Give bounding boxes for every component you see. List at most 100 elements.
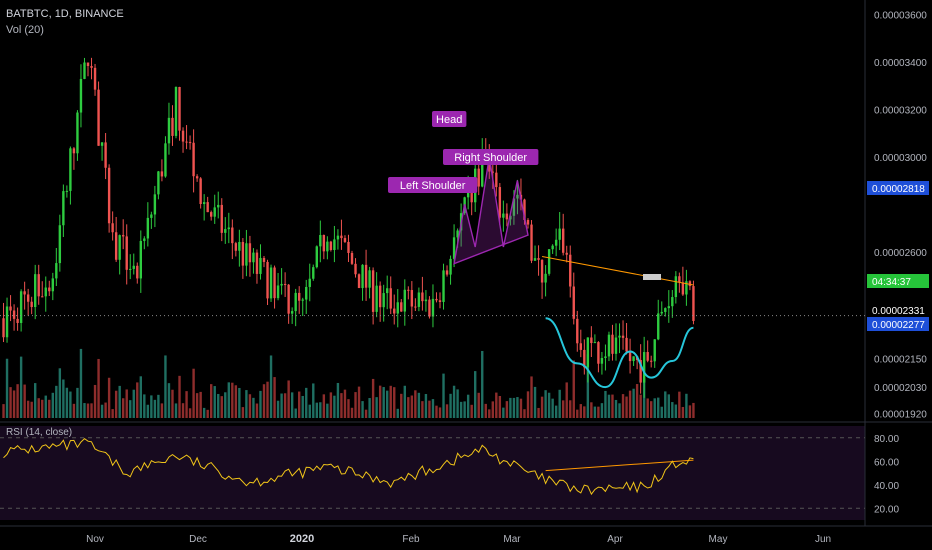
candle-body: [86, 62, 90, 66]
volume-bar: [635, 384, 639, 418]
volume-bar: [442, 373, 445, 418]
volume-bar: [255, 403, 259, 418]
volume-bar: [350, 407, 354, 418]
left-shoulder-label[interactable]: Left Shoulder: [388, 177, 478, 193]
volume-bar: [51, 392, 54, 418]
volume-bar: [41, 399, 44, 418]
volume-legend[interactable]: Vol (20): [6, 24, 44, 36]
volume-bar: [69, 391, 72, 418]
volume-bar: [150, 395, 153, 418]
time-tick: Apr: [607, 534, 623, 545]
candle-body: [393, 308, 396, 314]
rsi-trendline[interactable]: [545, 459, 694, 472]
candle-body: [252, 252, 255, 263]
volume-bar: [614, 399, 618, 418]
volume-bar: [674, 404, 678, 418]
volume-bar: [410, 395, 414, 418]
volume-bar: [298, 391, 301, 418]
candle-body: [30, 301, 33, 308]
volume-bar: [224, 392, 227, 418]
volume-bar: [93, 384, 97, 418]
level-high-badge[interactable]: [867, 181, 929, 195]
volume-bar: [375, 397, 378, 418]
symbol-title[interactable]: BATBTC, 1D, BINANCE: [6, 8, 124, 20]
volume-bar: [428, 400, 431, 418]
price-tick: 0.00001920: [874, 409, 927, 420]
volume-bar: [502, 407, 505, 418]
candle-body: [234, 243, 238, 251]
volume-bar: [30, 401, 33, 418]
candle-body: [618, 335, 621, 338]
head-label[interactable]: Head: [432, 111, 467, 127]
candle-body: [171, 117, 174, 136]
candle-body: [674, 276, 678, 298]
countdown-badge[interactable]: [867, 274, 929, 288]
head-and-shoulders-pattern[interactable]: [453, 156, 529, 265]
cup-pattern[interactable]: [545, 317, 694, 389]
candle-body: [312, 267, 315, 279]
candle-body: [143, 238, 146, 241]
volume-bar: [329, 392, 333, 418]
volume-bar: [227, 382, 230, 418]
volume-bar: [650, 401, 653, 418]
candle-body: [431, 298, 435, 317]
rsi-legend[interactable]: RSI (14, close): [6, 427, 73, 438]
volume-bar: [90, 403, 93, 418]
volume-bar: [195, 393, 199, 418]
volume-bar: [111, 409, 114, 418]
candle-body: [593, 342, 597, 344]
candle-body: [245, 243, 248, 266]
candle-body: [562, 228, 565, 253]
volume-bar: [114, 390, 118, 418]
candle-body: [280, 283, 283, 286]
candle-body: [424, 299, 428, 302]
volume-bar: [407, 397, 410, 418]
volume-bar: [474, 371, 477, 418]
level-low-badge[interactable]: [867, 317, 929, 331]
pattern-drawings[interactable]: [0, 156, 865, 472]
right-shoulder-label-box[interactable]: [443, 149, 539, 165]
volume-bar: [459, 401, 463, 418]
candle-body: [100, 142, 104, 146]
left-shoulder-label-box[interactable]: [388, 177, 478, 193]
volume-bar: [290, 392, 294, 418]
candle-body: [576, 318, 579, 344]
candle-body: [428, 299, 431, 317]
candle-body: [336, 235, 340, 240]
candle-body: [491, 171, 494, 173]
candle-body: [188, 142, 192, 144]
annotations[interactable]: Left Shoulder Head Right Shoulder: [388, 111, 539, 193]
volume-bar: [132, 389, 135, 418]
volume-bar: [368, 398, 371, 418]
candle-body: [421, 292, 424, 302]
volume-bar: [452, 385, 456, 418]
last-price-badge[interactable]: [867, 303, 929, 317]
volume-bar: [217, 393, 220, 418]
level-high-badge-text: 0.00002818: [872, 184, 925, 195]
volume-bar: [562, 400, 565, 418]
head-label-box[interactable]: [432, 111, 467, 127]
candle-body: [185, 141, 188, 143]
candle-body: [37, 274, 40, 297]
volume-bar: [167, 383, 171, 418]
right-shoulder-label[interactable]: Right Shoulder: [443, 149, 539, 165]
rsi-line: [3, 437, 694, 496]
candle-body: [333, 239, 336, 251]
candle-body: [678, 276, 681, 283]
volume-bar: [660, 406, 663, 418]
volume-bar: [241, 407, 245, 418]
volume-bar: [65, 387, 69, 418]
volume-bar: [505, 401, 509, 418]
candle-body: [315, 246, 318, 268]
candle-body: [322, 235, 326, 252]
candle-body: [350, 252, 354, 264]
volume-bar: [107, 377, 111, 418]
volume-bar: [287, 380, 290, 418]
candle-body: [129, 268, 132, 270]
volume-bar: [157, 394, 160, 418]
volume-bar: [16, 384, 19, 418]
volume-bar: [86, 403, 90, 418]
price-trendline[interactable]: [541, 256, 694, 286]
